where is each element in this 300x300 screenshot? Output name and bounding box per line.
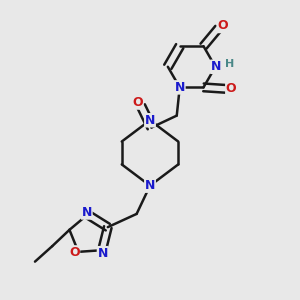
Text: H: H — [225, 59, 234, 69]
Text: N: N — [175, 81, 185, 94]
Text: O: O — [226, 82, 236, 95]
Text: N: N — [82, 206, 92, 219]
Text: O: O — [69, 246, 80, 259]
Text: O: O — [132, 96, 143, 109]
Text: N: N — [211, 60, 221, 73]
Text: O: O — [218, 20, 228, 32]
Text: N: N — [145, 179, 155, 192]
Text: N: N — [145, 114, 155, 127]
Text: N: N — [98, 247, 108, 260]
